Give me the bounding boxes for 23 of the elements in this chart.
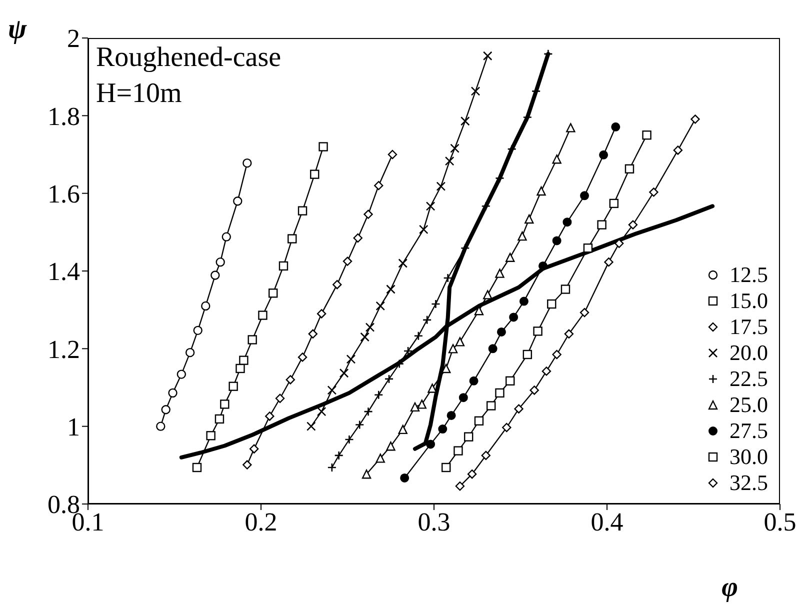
legend-label: 17.5 — [730, 314, 768, 340]
annotation: H=10m — [96, 78, 182, 109]
y-tick-label: 1.6 — [48, 180, 80, 209]
legend-label: 22.5 — [730, 366, 768, 392]
y-tick-label: 2 — [67, 24, 80, 54]
x-tick-label: 0.2 — [244, 507, 278, 536]
y-tick-label: 1.8 — [48, 102, 80, 131]
x-tick-label: 0.4 — [590, 507, 624, 536]
legend-label: 12.5 — [730, 262, 768, 288]
x-tick-label: 0.3 — [418, 507, 450, 536]
legend-label: 32.5 — [730, 470, 768, 496]
x-tick-label: 0.5 — [764, 507, 796, 536]
x-axis-title: φ — [722, 572, 738, 603]
legend-label: 15.0 — [730, 288, 768, 314]
legend-label: 25.0 — [730, 392, 768, 418]
y-tick-label: 1.4 — [48, 257, 80, 286]
legend-label: 20.0 — [730, 340, 768, 366]
y-axis-title: ψ — [8, 14, 27, 45]
y-tick-label: 1 — [67, 412, 80, 442]
annotation: Roughened-case — [96, 42, 282, 73]
y-tick-label: 1.2 — [48, 334, 80, 364]
legend-label: 30.0 — [730, 444, 768, 470]
legend-label: 27.5 — [730, 418, 768, 444]
